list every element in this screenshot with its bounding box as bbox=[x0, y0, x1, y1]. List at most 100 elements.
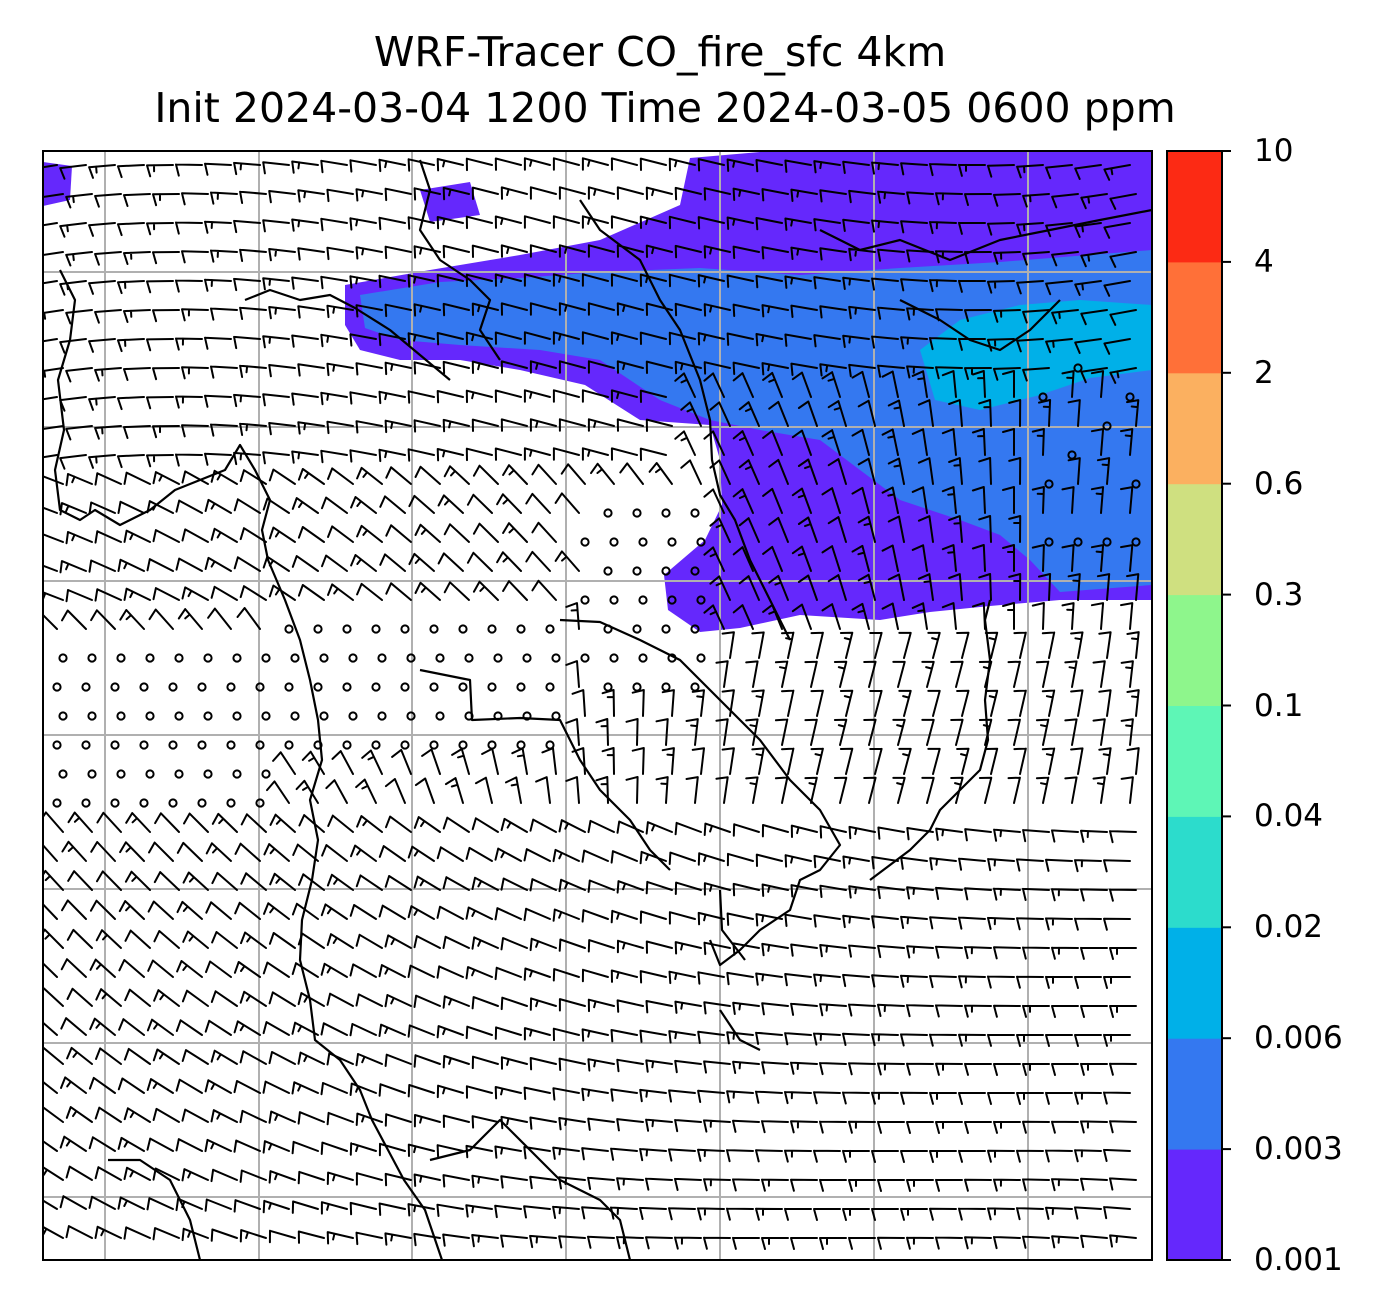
wind-barb bbox=[152, 309, 180, 323]
calm-wind-circle bbox=[429, 682, 439, 692]
wind-barb bbox=[1022, 1235, 1050, 1249]
wind-barb bbox=[674, 1236, 702, 1250]
wind-barb bbox=[481, 747, 499, 775]
wind-barb bbox=[958, 221, 986, 235]
wind-barb bbox=[821, 545, 841, 572]
chart-title-line-2: Init 2024-03-04 1200 Time 2024-03-05 060… bbox=[154, 84, 1176, 132]
wind-barb bbox=[320, 275, 348, 290]
wind-barb bbox=[797, 458, 818, 485]
wind-barb bbox=[1022, 1178, 1050, 1192]
wind-barb bbox=[685, 718, 699, 746]
wind-barb bbox=[1051, 1178, 1079, 1192]
calm-wind-circle bbox=[458, 624, 468, 634]
wind-barb bbox=[726, 912, 754, 926]
wind-barb bbox=[762, 429, 783, 456]
wind-barb bbox=[892, 660, 906, 688]
wind-barb bbox=[66, 1046, 93, 1065]
wind-barb bbox=[581, 215, 609, 229]
wind-barb bbox=[118, 1018, 145, 1036]
wind-barb bbox=[146, 222, 174, 236]
wind-barb bbox=[987, 338, 1015, 352]
wind-barb bbox=[494, 157, 522, 171]
wind-barb bbox=[639, 447, 667, 461]
wind-barb bbox=[929, 221, 957, 235]
wind-barb bbox=[472, 464, 499, 485]
wind-barb bbox=[154, 812, 180, 833]
wind-barb bbox=[935, 1062, 963, 1076]
wind-barb bbox=[581, 447, 609, 461]
wind-barb bbox=[407, 1143, 435, 1157]
calm-wind-circle bbox=[696, 537, 706, 547]
wind-barb bbox=[631, 689, 645, 717]
wind-barb bbox=[709, 575, 731, 601]
wind-barb bbox=[1022, 946, 1050, 960]
wind-barb bbox=[511, 747, 528, 775]
wind-barb bbox=[175, 279, 203, 293]
wind-barb bbox=[297, 1170, 325, 1185]
wind-barb bbox=[631, 747, 645, 775]
wind-barb bbox=[554, 550, 580, 572]
calm-wind-circle bbox=[174, 769, 184, 779]
wind-barb bbox=[1074, 222, 1102, 238]
wind-barb bbox=[842, 914, 870, 929]
calm-wind-circle bbox=[661, 508, 671, 518]
wind-barb bbox=[784, 854, 812, 868]
wind-barb bbox=[554, 492, 580, 514]
wind-barb bbox=[842, 1149, 870, 1163]
wind-barb bbox=[929, 1091, 957, 1105]
wind-barb bbox=[1070, 631, 1084, 659]
wind-barb bbox=[848, 885, 876, 899]
wind-barb bbox=[674, 1177, 702, 1191]
wind-barb bbox=[500, 302, 528, 316]
wind-barb bbox=[691, 747, 705, 775]
wind-barb bbox=[529, 997, 557, 1011]
wind-barb bbox=[1120, 544, 1134, 572]
wind-barb bbox=[1070, 689, 1084, 717]
wind-barb bbox=[871, 1150, 899, 1163]
wind-barb bbox=[88, 280, 116, 295]
wind-barb bbox=[964, 309, 992, 322]
wind-barb bbox=[929, 857, 957, 871]
wind-barb bbox=[43, 309, 64, 320]
wind-barb bbox=[211, 931, 238, 949]
calm-wind-circle bbox=[261, 769, 271, 779]
wind-barb bbox=[1109, 1177, 1137, 1191]
wind-barb bbox=[500, 937, 528, 951]
wind-barb bbox=[147, 959, 174, 978]
wind-barb bbox=[941, 486, 957, 514]
wind-barb bbox=[146, 1078, 174, 1094]
wind-barb bbox=[465, 215, 493, 230]
wind-barb bbox=[523, 331, 551, 345]
wind-barb bbox=[494, 1026, 522, 1040]
wind-barb bbox=[993, 1120, 1021, 1134]
wind-barb bbox=[268, 1229, 296, 1244]
wind-barb bbox=[645, 418, 673, 432]
wind-barb bbox=[784, 973, 812, 987]
wind-barb bbox=[610, 215, 638, 229]
wind-barb bbox=[175, 453, 203, 467]
wind-barb bbox=[1074, 976, 1102, 989]
wind-barb bbox=[755, 853, 783, 867]
wind-barb bbox=[43, 564, 58, 572]
wind-barb bbox=[558, 244, 586, 258]
wind-barb bbox=[413, 1173, 441, 1187]
wind-barb bbox=[958, 1149, 986, 1163]
calm-wind-circle bbox=[342, 624, 352, 634]
wind-barb bbox=[349, 1142, 377, 1156]
wind-barb bbox=[60, 1017, 87, 1036]
wind-barb bbox=[210, 191, 238, 205]
wind-barb bbox=[887, 515, 905, 543]
wind-barb bbox=[117, 280, 145, 295]
wind-barb bbox=[1080, 1177, 1108, 1191]
wind-barb bbox=[210, 585, 238, 601]
wind-barb bbox=[500, 244, 528, 258]
wind-barbs-layer bbox=[43, 157, 1141, 1250]
wind-barb bbox=[88, 1195, 116, 1210]
wind-barb bbox=[472, 522, 499, 543]
wind-barb bbox=[117, 164, 145, 179]
wind-barb bbox=[298, 873, 325, 891]
wind-barb bbox=[581, 968, 609, 983]
wind-barb bbox=[297, 363, 325, 377]
wind-barb bbox=[1080, 946, 1108, 960]
wind-barb bbox=[948, 573, 963, 601]
